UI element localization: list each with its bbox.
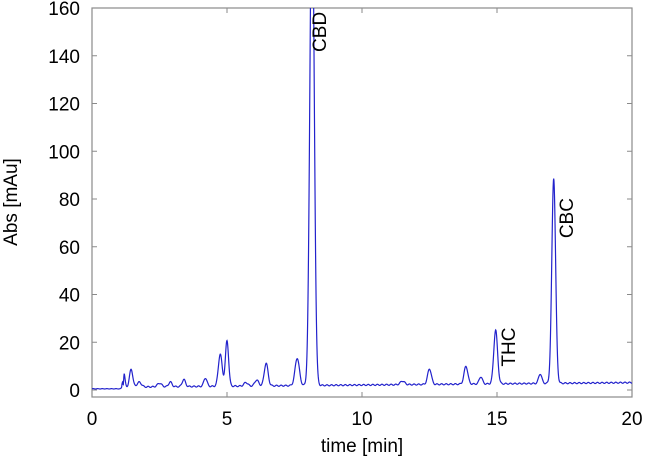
x-axis-label: time [min]: [321, 436, 403, 457]
y-tick-label: 60: [59, 238, 80, 259]
y-tick-label: 160: [48, 0, 80, 20]
peak-label-cbc: CBC: [557, 198, 578, 238]
y-axis-label: Abs [mAu]: [1, 158, 22, 246]
x-tick-label: 5: [222, 409, 233, 430]
x-tick-label: 10: [351, 409, 372, 430]
y-tick-label: 40: [59, 286, 80, 307]
peak-label-thc: THC: [499, 327, 520, 366]
x-axis: 0 5 10 15 20: [87, 8, 643, 430]
chromatogram-trace: [92, 8, 632, 390]
x-tick-label: 15: [486, 409, 507, 430]
y-tick-label: 100: [48, 142, 80, 163]
y-tick-label: 20: [59, 333, 80, 354]
x-tick-label: 20: [621, 409, 642, 430]
x-tick-label: 0: [87, 409, 98, 430]
y-tick-label: 140: [48, 47, 80, 68]
plot-frame: [91, 7, 633, 398]
y-tick-label: 0: [69, 381, 80, 402]
peak-label-cbd: CBD: [310, 12, 331, 52]
peak-annotations: CBD THC CBC: [310, 12, 578, 367]
y-axis: 0 20 40 60 80 100 120 140 160: [48, 0, 632, 402]
y-tick-label: 120: [48, 95, 80, 116]
y-tick-label: 80: [59, 190, 80, 211]
